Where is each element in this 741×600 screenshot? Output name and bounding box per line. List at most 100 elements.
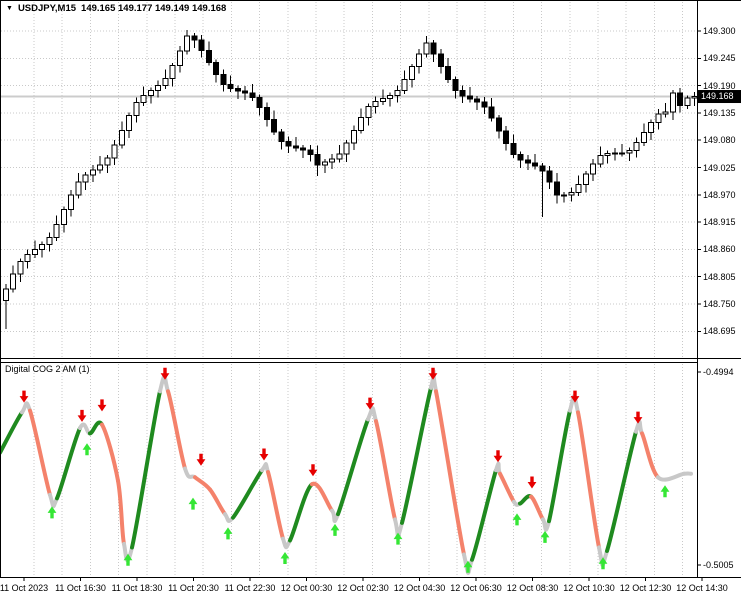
buy-signal-arrow-icon xyxy=(393,532,403,545)
candle-body xyxy=(329,158,336,163)
buy-signal-arrow-icon xyxy=(598,557,608,570)
symbol-dropdown-icon[interactable]: ▼ xyxy=(6,5,13,12)
time-axis-label: 11 Oct 18:30 xyxy=(111,583,163,593)
sell-signal-arrow-icon xyxy=(160,367,170,380)
time-axis-label: 12 Oct 08:30 xyxy=(506,583,559,593)
candle-body xyxy=(350,129,357,144)
candle-body xyxy=(553,181,560,196)
candle-body xyxy=(205,49,212,63)
candle-body xyxy=(68,194,75,211)
cog-oscillator-segment xyxy=(288,482,314,543)
candle-body xyxy=(532,162,539,167)
candle-body xyxy=(292,145,299,149)
candle-body xyxy=(437,53,444,68)
current-price-tag xyxy=(698,90,741,104)
candle-body xyxy=(510,143,517,156)
price-axis-label: 149.025 xyxy=(703,162,736,173)
candle-body xyxy=(474,98,481,103)
candle-body xyxy=(75,181,82,196)
buy-signal-arrow-icon xyxy=(660,485,670,498)
candle-body xyxy=(561,194,568,197)
chart-title-bar: ▼ USDJPY,M15 149.165 149.177 149.149 149… xyxy=(6,3,226,14)
indicator-name-label: Digital COG 2 AM (1) xyxy=(5,364,90,374)
buy-signal-arrow-icon xyxy=(463,560,473,573)
cog-oscillator-segment xyxy=(231,468,264,520)
candle-body xyxy=(633,142,640,152)
buy-signal-arrow-icon xyxy=(47,506,57,519)
candle-body xyxy=(227,84,234,90)
cog-oscillator-segment xyxy=(374,419,397,522)
candle-body xyxy=(24,253,31,262)
time-axis-label: 12 Oct 06:30 xyxy=(450,583,502,593)
sell-signal-arrow-icon xyxy=(570,390,580,403)
candle-body xyxy=(140,95,147,103)
cog-oscillator-segment xyxy=(605,429,638,553)
candle-body xyxy=(184,35,191,52)
cog-oscillator-segment xyxy=(166,389,187,471)
cog-oscillator-segment xyxy=(330,508,340,524)
candle-body xyxy=(626,150,633,154)
time-axis-label: 11 Oct 16:30 xyxy=(55,583,106,593)
time-axis-label: 11 Oct 20:30 xyxy=(168,583,219,593)
cog-oscillator-segment xyxy=(28,408,52,497)
candle-body xyxy=(307,149,314,156)
buy-signal-arrow-icon xyxy=(330,523,340,536)
candle-body xyxy=(31,248,38,255)
time-axis-label: 12 Oct 10:30 xyxy=(563,583,615,593)
candle-body xyxy=(17,260,24,275)
candle-body xyxy=(242,90,249,94)
candle-body xyxy=(459,90,466,97)
sell-signal-arrow-icon xyxy=(365,397,375,410)
sell-signal-arrow-icon xyxy=(633,411,643,424)
cog-oscillator-segment xyxy=(400,385,433,525)
candle-body xyxy=(503,130,510,145)
buy-signal-arrow-icon xyxy=(123,553,133,566)
cog-oscillator-segment xyxy=(640,431,660,480)
candle-body xyxy=(104,157,111,166)
cog-oscillator-segment xyxy=(462,552,474,575)
candle-body xyxy=(401,79,408,92)
time-axis-label: 11 Oct 22:30 xyxy=(224,583,276,593)
candle-body xyxy=(387,95,394,100)
cog-oscillator-segment xyxy=(366,406,378,424)
sell-signal-arrow-icon xyxy=(259,448,269,461)
cog-oscillator-segment xyxy=(116,478,126,546)
candle-body xyxy=(379,98,386,102)
candle-body xyxy=(126,114,133,131)
price-axis-label: 148.915 xyxy=(703,217,736,228)
candle-body xyxy=(669,92,676,113)
candle-body xyxy=(619,152,626,155)
candle-body xyxy=(648,121,655,133)
cog-oscillator-segment xyxy=(0,410,24,455)
sell-signal-arrow-icon xyxy=(97,399,107,412)
candle-body xyxy=(445,66,452,81)
candle-body xyxy=(365,105,372,118)
candle-body xyxy=(147,90,154,97)
price-axis-label: 149.300 xyxy=(703,26,736,36)
price-axis-label: 149.135 xyxy=(703,107,736,118)
cog-oscillator-segment xyxy=(434,389,466,557)
sell-signal-arrow-icon xyxy=(428,367,438,380)
buy-signal-arrow-icon xyxy=(188,497,198,510)
candle-body xyxy=(314,154,321,166)
cog-oscillator-segment xyxy=(310,481,334,513)
cog-oscillator-segment xyxy=(266,470,285,541)
candle-body xyxy=(372,100,379,107)
candle-body xyxy=(452,79,459,92)
candle-body xyxy=(568,191,575,196)
candle-body xyxy=(53,224,60,238)
sell-signal-arrow-icon xyxy=(77,409,87,422)
candle-body xyxy=(466,95,473,100)
candle-body xyxy=(213,61,220,76)
candle-body xyxy=(220,74,227,86)
cog-oscillator-segment xyxy=(55,426,82,501)
candle-body xyxy=(46,236,53,245)
price-axis-label: 148.860 xyxy=(703,244,736,255)
cog-oscillator-segment xyxy=(100,422,120,483)
candle-body xyxy=(546,170,553,183)
time-axis-label: 12 Oct 04:30 xyxy=(393,583,446,593)
candle-body xyxy=(655,113,662,123)
cog-oscillator-segment xyxy=(20,401,32,415)
candle-body xyxy=(89,169,96,176)
